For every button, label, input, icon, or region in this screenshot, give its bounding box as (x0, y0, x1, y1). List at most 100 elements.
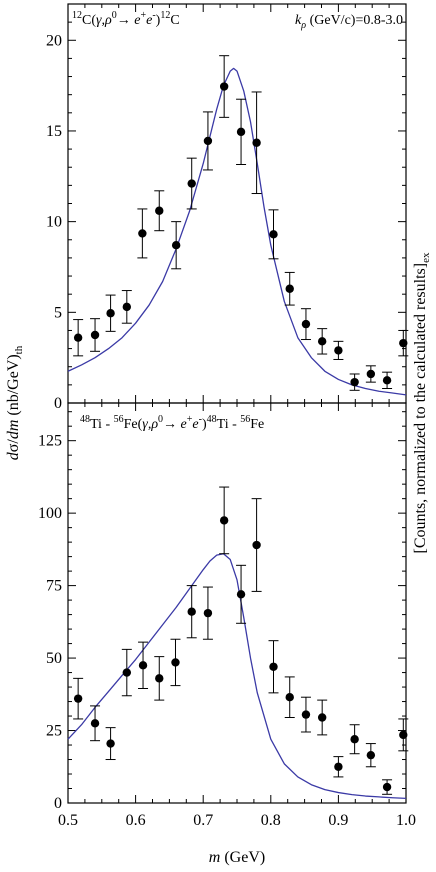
data-marker (106, 309, 115, 318)
data-marker (106, 739, 115, 748)
bottom-data-point (398, 718, 409, 752)
top-ytick-label: 15 (46, 123, 62, 140)
top-data-point (333, 340, 344, 360)
top-data-point (365, 365, 376, 383)
top-data-point (186, 157, 197, 210)
x-axis-label: m (GeV) (209, 849, 265, 866)
data-marker (236, 127, 246, 137)
top-data-point (284, 271, 295, 306)
bottom-ytick-label: 75 (46, 578, 62, 595)
top-data-point (121, 290, 132, 324)
bottom-data-point (154, 656, 165, 701)
bottom-points-layer (73, 486, 409, 795)
top-curve-layer (67, 67, 407, 396)
data-marker (203, 608, 213, 618)
bottom-data-point (170, 638, 181, 687)
bottom-panel-label: 48Ti - 56Fe(γ,ρ0→ e+e-)48Ti - 56Fe (80, 414, 264, 432)
xtick-label: 0.8 (261, 812, 281, 829)
data-marker (203, 136, 213, 146)
top-data-point (317, 328, 328, 355)
data-marker (366, 369, 376, 379)
xtick-label: 0.5 (58, 812, 78, 829)
bottom-ticks: 0 25 50 75 100 125 0.5 0.6 0.7 0.8 0.9 1.0 (38, 403, 416, 829)
bottom-data-point (317, 699, 328, 736)
y-axis-label-right: [Counts, normalized to the calculated re… (412, 252, 432, 553)
top-data-point (219, 55, 230, 118)
top-data-point (137, 208, 148, 259)
bottom-data-point (236, 564, 247, 624)
data-marker (219, 82, 229, 91)
bottom-ytick-label: 125 (38, 433, 62, 450)
bottom-data-point (268, 640, 279, 694)
top-data-point (236, 98, 247, 166)
bottom-ytick-label: 50 (46, 650, 62, 667)
bottom-data-point (349, 724, 360, 755)
data-marker (73, 333, 83, 342)
bottom-data-point (219, 486, 230, 555)
top-data-point (154, 190, 165, 232)
data-marker (285, 284, 294, 293)
data-marker (399, 338, 408, 348)
xtick-label: 0.9 (328, 812, 348, 829)
y-axis-label-left: dσ/dm (nb/GeV)th (5, 345, 25, 460)
top-ticks: 0 5 10 15 20 (46, 3, 407, 412)
bottom-data-point (300, 696, 311, 733)
data-marker (155, 206, 164, 215)
top-ytick-label: 20 (46, 32, 62, 49)
bottom-data-point (121, 648, 132, 697)
data-marker (317, 713, 327, 722)
top-data-point (202, 111, 213, 171)
bottom-data-point (333, 756, 344, 778)
top-ytick-label: 5 (54, 304, 62, 321)
bottom-data-point (284, 676, 295, 718)
top-panel-frame (67, 3, 407, 404)
data-marker (73, 694, 83, 703)
data-marker (138, 229, 147, 238)
data-marker (382, 782, 392, 792)
data-marker (350, 735, 359, 744)
top-data-point (105, 294, 116, 332)
data-marker (285, 693, 294, 702)
top-panel: 0 5 10 15 20 12C(γ,ρ0→ e+e-)12C kρ (GeV/c)=0… (46, 3, 409, 412)
bottom-ytick-label: 0 (54, 795, 62, 812)
bottom-ytick-label: 100 (38, 505, 62, 522)
xtick-label: 1.0 (396, 812, 416, 829)
bottom-data-point (202, 586, 213, 640)
bottom-panel: 0 25 50 75 100 125 0.5 0.6 0.7 0.8 0.9 1.0 48Ti - 5… (38, 402, 416, 829)
data-marker (219, 516, 229, 525)
top-data-point (398, 329, 409, 357)
data-marker (301, 710, 311, 719)
data-marker (317, 337, 327, 346)
data-marker (334, 346, 343, 355)
top-panel-label: 12C(γ,ρ0→ e+e-)12C (72, 10, 180, 28)
top-data-point (300, 308, 311, 341)
bottom-ytick-label: 25 (46, 723, 62, 740)
data-marker (334, 762, 343, 771)
top-theory-curve (67, 67, 407, 396)
data-marker (155, 674, 164, 683)
data-marker (252, 540, 261, 550)
top-data-point (268, 209, 279, 260)
data-marker (171, 241, 181, 250)
bottom-data-point (73, 677, 84, 720)
top-data-point (349, 373, 360, 391)
data-marker (366, 750, 376, 760)
data-marker (269, 662, 278, 671)
data-marker (301, 319, 311, 329)
bottom-data-point (251, 498, 262, 592)
bottom-data-point (138, 641, 149, 690)
top-corner-label: kρ (GeV/c)=0.8-3.0 (295, 13, 403, 31)
data-marker (269, 230, 278, 239)
top-points-layer (73, 55, 409, 391)
data-marker (252, 138, 261, 147)
data-marker (236, 590, 246, 599)
bottom-data-point (90, 705, 101, 742)
top-data-point (251, 91, 262, 195)
top-data-point (90, 318, 101, 352)
xtick-label: 0.6 (126, 812, 146, 829)
data-marker (122, 668, 132, 677)
data-marker (187, 607, 196, 616)
top-ytick-label: 10 (46, 214, 62, 231)
data-marker (90, 330, 100, 340)
